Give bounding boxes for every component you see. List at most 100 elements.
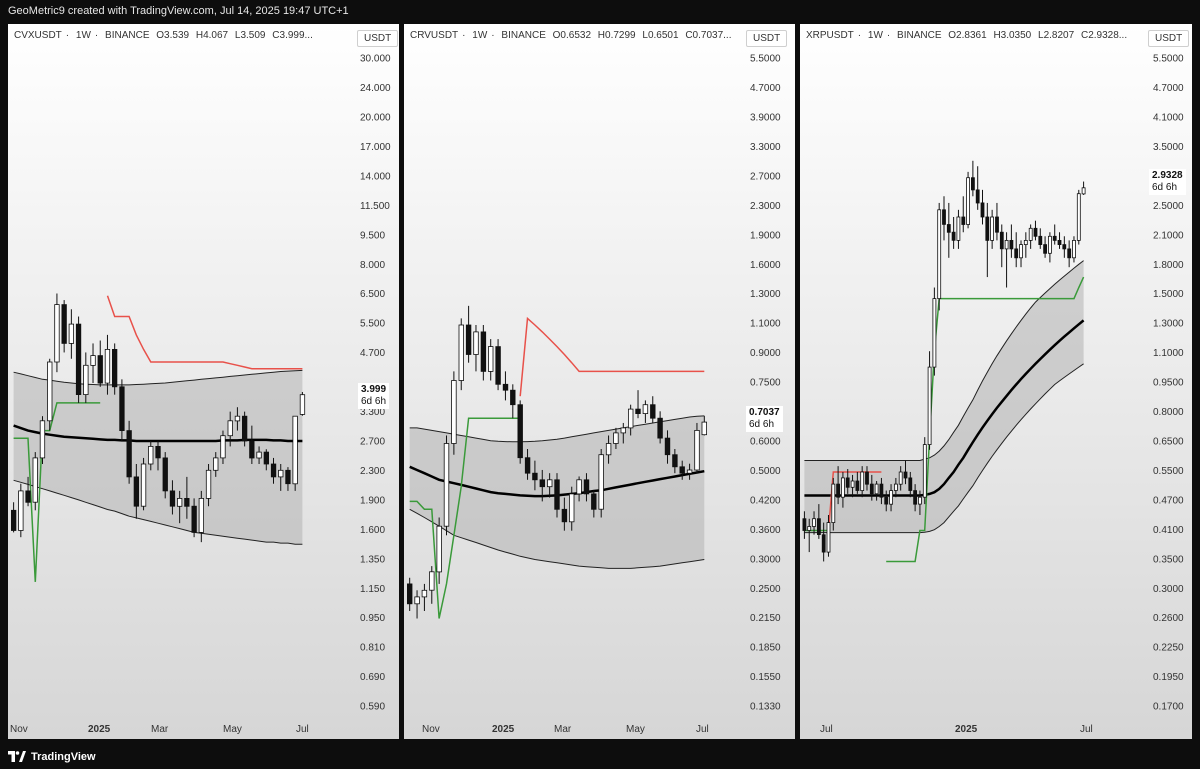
exchange-label: BINANCE: [897, 30, 942, 41]
candle-body: [299, 394, 306, 415]
band-lower-line: [13, 479, 303, 545]
stop-line-short: [106, 295, 303, 370]
interval-label[interactable]: 1W: [867, 30, 883, 41]
candle-body: [47, 361, 53, 422]
y-tick-label: 3.3000: [750, 142, 781, 153]
candle-body: [884, 496, 889, 505]
crv-chart-canvas[interactable]: 5.5000 4.7000 3.9000 3.3000 2.7000 2.3000 1.90…: [404, 24, 795, 739]
candle-body: [913, 490, 917, 505]
candle-body: [1057, 239, 1062, 245]
y-tick-label: 24.000: [360, 83, 391, 94]
symbol-name[interactable]: CRVUSDT: [410, 30, 459, 41]
y-tick-label: 0.4100: [1153, 525, 1184, 536]
candle-body: [285, 469, 291, 485]
candle-body: [176, 497, 183, 507]
candle-body: [874, 483, 879, 495]
candle-body: [1028, 227, 1033, 241]
basis-line: [804, 319, 1085, 497]
chart-header: GeoMetric9 created with TradingView.com,…: [8, 5, 349, 17]
candle-body: [869, 483, 874, 495]
interval-label[interactable]: 1W: [75, 30, 91, 41]
y-tick-label: 5.500: [360, 319, 385, 330]
candle-body: [1033, 227, 1038, 237]
y-tick-label: 3.300: [360, 407, 385, 418]
currency-button[interactable]: USDT: [746, 30, 788, 47]
candle-body: [54, 304, 60, 363]
candle-body: [155, 445, 161, 459]
currency-button[interactable]: USDT: [1148, 30, 1190, 47]
chart-panel-cvx[interactable]: 30.000 24.000 20.000 17.000 14.000 11.500 9.50…: [8, 24, 399, 739]
last-price: 2.9328: [1152, 170, 1183, 181]
chart-panel-crv[interactable]: 5.5000 4.7000 3.9000 3.3000 2.7000 2.3000 1.90…: [404, 24, 795, 739]
y-tick-label: 0.2500: [750, 584, 781, 595]
candle-body: [694, 429, 700, 471]
y-tick-label: 6.500: [360, 289, 385, 300]
y-tick-label: 1.9000: [750, 230, 781, 241]
x-tick-label: 2025: [955, 724, 978, 735]
x-tick-label: Jul: [820, 724, 833, 735]
candle-body: [220, 435, 226, 459]
y-tick-label: 4.700: [360, 348, 385, 359]
y-tick-label: 0.590: [360, 702, 385, 713]
y-tick-label: 14.000: [360, 171, 391, 182]
y-tick-label: 0.2150: [750, 613, 781, 624]
candle-body: [970, 177, 975, 191]
y-tick-label: 2.1000: [1153, 230, 1184, 241]
last-price-tag: 0.7037 6d 6h: [746, 406, 783, 432]
y-tick-label: 4.7000: [1153, 83, 1184, 94]
candle-body: [451, 380, 457, 444]
last-price: 3.999: [361, 384, 387, 395]
y-tick-label: 5.5000: [750, 54, 781, 65]
ohlc-open: O3.539: [156, 30, 190, 41]
candle-body: [61, 304, 67, 344]
y-tick-label: 0.950: [360, 613, 385, 624]
candle-body: [278, 469, 284, 478]
y-tick-label: 1.1000: [1153, 348, 1184, 359]
y-tick-label: 8.000: [360, 260, 385, 271]
currency-button[interactable]: USDT: [357, 30, 399, 47]
x-tick-label: Nov: [10, 724, 28, 735]
candle-body: [961, 216, 966, 225]
candle-body: [510, 389, 516, 406]
chart-panel-xrp[interactable]: 5.5000 4.7000 4.1000 3.5000 2.5000 2.1000 1.80…: [800, 24, 1192, 739]
candle-body: [664, 437, 671, 456]
band-upper-line: [13, 369, 303, 386]
y-tick-label: 0.1330: [750, 702, 781, 713]
y-tick-label: 1.6000: [750, 260, 781, 271]
last-price: 0.7037: [749, 407, 780, 418]
y-tick-label: 0.810: [360, 643, 385, 654]
candle-body: [701, 421, 707, 436]
band-upper-line: [409, 415, 705, 443]
y-tick-label: 0.3000: [750, 554, 781, 565]
candle-body: [213, 457, 219, 471]
candle-body: [635, 408, 641, 415]
y-tick-label: 3.9000: [750, 113, 781, 124]
candle-body: [642, 404, 649, 415]
y-tick-label: 2.300: [360, 466, 385, 477]
interval-label[interactable]: 1W: [472, 30, 488, 41]
candle-body: [932, 298, 937, 368]
candle-body: [436, 525, 442, 573]
exchange-label: BINANCE: [105, 30, 150, 41]
last-price-tag: 2.9328 6d 6h: [1149, 169, 1186, 195]
y-tick-label: 11.500: [360, 201, 390, 212]
y-tick-label: 4.7000: [750, 83, 781, 94]
candle-body: [613, 432, 619, 444]
candle-body: [657, 417, 663, 439]
symbol-name[interactable]: CVXUSDT: [14, 30, 62, 41]
candle-body: [414, 596, 420, 605]
footer-brand[interactable]: TradingView: [0, 744, 1200, 769]
candle-body: [421, 589, 428, 598]
xrp-chart-canvas[interactable]: 5.5000 4.7000 4.1000 3.5000 2.5000 2.1000 1.80…: [800, 24, 1192, 739]
candle-body: [148, 445, 154, 465]
candle-body: [234, 415, 241, 422]
y-tick-label: 1.900: [360, 495, 385, 506]
last-price-tag: 3.999 6d 6h: [358, 383, 390, 409]
symbol-name[interactable]: XRPUSDT: [806, 30, 854, 41]
candle-body: [999, 231, 1004, 250]
ohlc-low: L2.8207: [1038, 30, 1075, 41]
candle-body: [865, 471, 869, 485]
cvx-chart-canvas[interactable]: 30.000 24.000 20.000 17.000 14.000 11.500 9.50…: [8, 24, 399, 739]
candle-body: [1081, 187, 1086, 195]
x-tick-label: May: [626, 724, 645, 735]
